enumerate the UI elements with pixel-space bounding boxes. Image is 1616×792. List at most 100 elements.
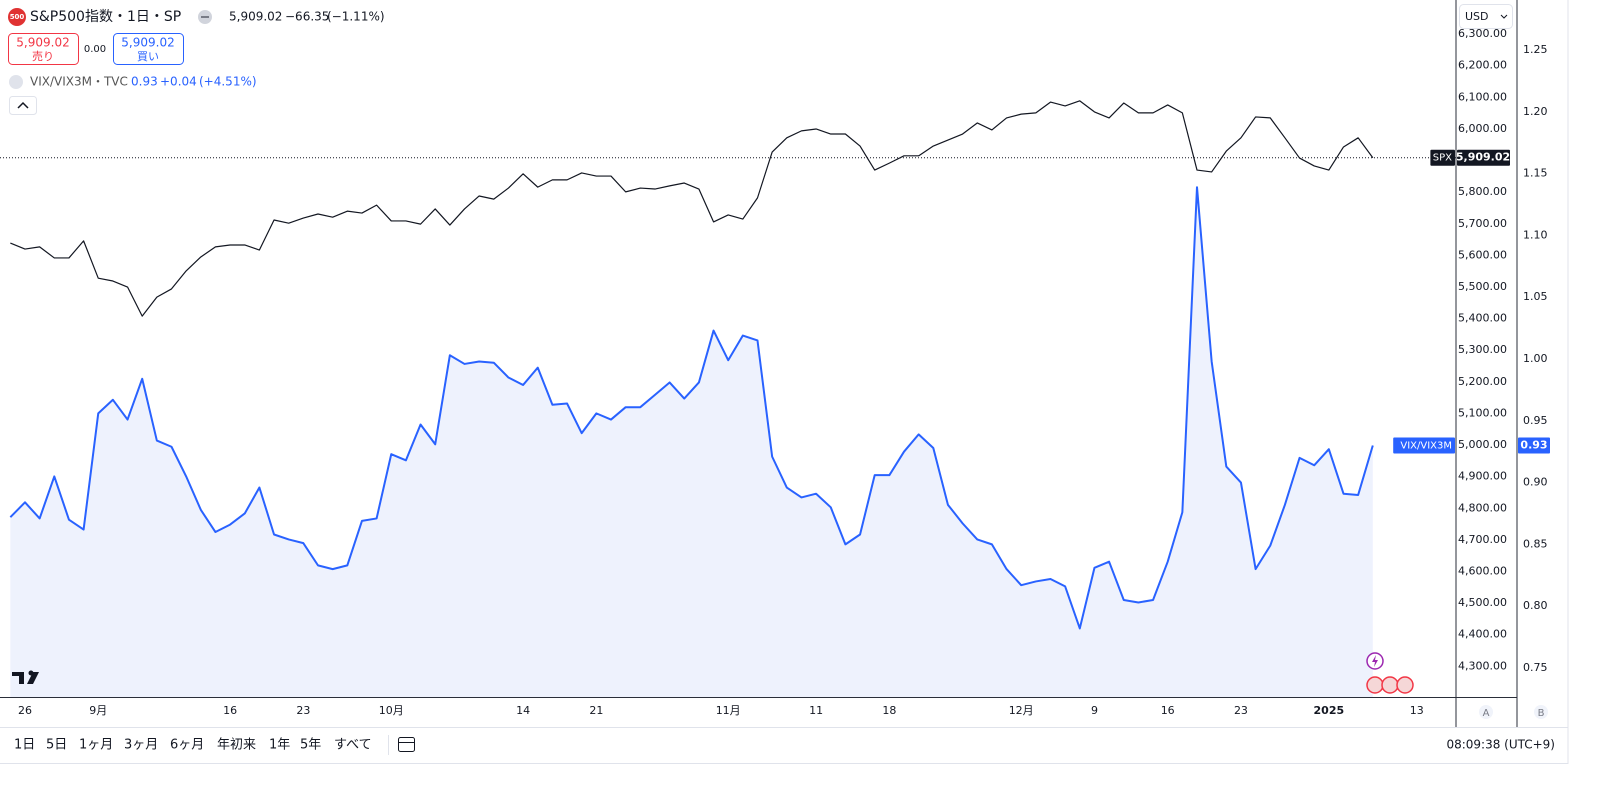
range-button[interactable]: 年初来 [217, 738, 256, 753]
y-tick-label: 4,900.00 [1458, 470, 1507, 483]
y-tick-label: 1.25 [1523, 43, 1548, 56]
x-tick-label: 16 [1161, 704, 1175, 717]
x-tick-label: 2025 [1314, 704, 1345, 717]
scale-button-label[interactable]: A [1483, 708, 1490, 719]
range-button[interactable]: 1年 [269, 738, 290, 753]
range-button[interactable]: 5年 [300, 738, 321, 753]
y-tick-label: 1.05 [1523, 290, 1548, 303]
last-value-tag [1457, 149, 1510, 166]
x-tick-label: 9月 [89, 704, 107, 717]
x-tick-label: 11月 [716, 704, 741, 717]
sell-button[interactable] [8, 33, 79, 65]
x-tick-label: 9 [1091, 704, 1098, 717]
y-tick-label: 1.10 [1523, 228, 1548, 241]
event-icon[interactable] [1381, 676, 1399, 694]
x-tick-label: 23 [1234, 704, 1248, 717]
y-tick-label: 5,300.00 [1458, 343, 1507, 356]
y-tick-label: 0.75 [1523, 661, 1548, 674]
y-tick-label: 1.20 [1523, 105, 1548, 118]
last-price: 5,909.02 [229, 10, 282, 24]
clock: 08:09:38 (UTC+9) [1446, 738, 1555, 752]
y-tick-label: 5,200.00 [1458, 375, 1507, 388]
x-tick-label: 10月 [379, 704, 404, 717]
bottom-toolbar: 1日 5日 1ヶ月 3ヶ月 6ヶ月 年初来 1年 5年 すべて [14, 738, 372, 753]
event-icon[interactable] [1366, 676, 1384, 694]
buy-button[interactable] [113, 33, 184, 65]
y-tick-label: 1.00 [1523, 352, 1548, 365]
collapse-icon[interactable] [17, 101, 29, 109]
currency-select[interactable] [1459, 4, 1513, 29]
study-icon [9, 75, 23, 89]
series-area [10, 187, 1373, 697]
collapse-button[interactable] [9, 96, 37, 115]
logo [28, 670, 34, 676]
x-tick-label: 26 [18, 704, 32, 717]
buy-label[interactable]: 買い [137, 50, 159, 63]
x-tick-label: 16 [223, 704, 237, 717]
y-tick-label: 0.95 [1523, 414, 1548, 427]
y-tick-label: 5,100.00 [1458, 406, 1507, 419]
sell-price[interactable]: 5,909.02 [16, 36, 69, 50]
currency-caret[interactable] [1500, 14, 1508, 19]
spread: 0.00 [84, 44, 106, 55]
sell-label[interactable]: 売り [32, 50, 54, 63]
series-name-tag-label: VIX/VIX3M [1400, 441, 1452, 452]
symbol-icon [8, 8, 26, 26]
range-button[interactable]: 5日 [46, 738, 67, 753]
range-button[interactable]: すべて [334, 738, 372, 753]
scale-button[interactable] [1479, 705, 1493, 719]
y-tick-label: 5,700.00 [1458, 217, 1507, 230]
y-tick-label: 0.90 [1523, 476, 1548, 489]
series-name-tag-label: SPX [1433, 153, 1452, 164]
y-tick-label: 4,500.00 [1458, 596, 1507, 609]
y-tick-label: 0.85 [1523, 537, 1548, 550]
y-tick-label: 0.80 [1523, 599, 1548, 612]
last-value-label: 5,909.02 [1456, 151, 1510, 164]
series-line [10, 100, 1374, 317]
series-name-tag [1430, 149, 1455, 166]
y-tick-label: 6,300.00 [1458, 27, 1507, 40]
y-tick-label: 4,300.00 [1458, 659, 1507, 672]
scale-button-label[interactable]: B [1538, 708, 1545, 719]
scale-button[interactable] [1534, 705, 1548, 719]
event-icon[interactable] [1372, 655, 1378, 667]
y-tick-label: 6,100.00 [1458, 90, 1507, 103]
x-tick-label: 14 [516, 704, 530, 717]
plot-area [0, 100, 1456, 697]
y-tick-label: 4,400.00 [1458, 628, 1507, 641]
x-tick-label: 23 [296, 704, 310, 717]
range-button[interactable]: 6ヶ月 [170, 738, 204, 753]
y-tick-label: 4,700.00 [1458, 533, 1507, 546]
last-value-tag [1518, 437, 1550, 454]
chart-title: S&P500指数・1日・SP [30, 9, 181, 25]
buy-price[interactable]: 5,909.02 [121, 36, 174, 50]
study-title: VIX/VIX3M・TVC [30, 75, 128, 89]
y-tick-label: 5,500.00 [1458, 280, 1507, 293]
y-tick-label: 5,800.00 [1458, 185, 1507, 198]
y-tick-label: 1.15 [1523, 167, 1548, 180]
range-button[interactable]: 1日 [14, 738, 35, 753]
price-change: −66.35 [285, 10, 329, 24]
series-line [9, 186, 1374, 630]
price-change-percent: (−1.11%) [327, 10, 385, 24]
event-icon[interactable] [1396, 676, 1414, 694]
study-change: +0.04 [160, 75, 197, 89]
x-tick-label: 12月 [1009, 704, 1034, 717]
range-button[interactable]: 1ヶ月 [79, 738, 113, 753]
last-value-label: 0.93 [1520, 439, 1547, 452]
y-tick-label: 5,600.00 [1458, 248, 1507, 261]
y-tick-label: 5,000.00 [1458, 438, 1507, 451]
currency-label[interactable]: USD [1465, 10, 1489, 23]
x-tick-label: 11 [809, 704, 823, 717]
status-icon [201, 16, 209, 18]
study-value: 0.93 [131, 75, 158, 89]
y-tick-label: 5,400.00 [1458, 312, 1507, 325]
study-change-percent: (+4.51%) [199, 75, 257, 89]
date-range-button[interactable] [398, 737, 415, 752]
series-name-tag [1393, 437, 1455, 454]
x-tick-label: 18 [882, 704, 896, 717]
range-button[interactable]: 3ヶ月 [124, 738, 158, 753]
x-tick-label: 13 [1410, 704, 1424, 717]
